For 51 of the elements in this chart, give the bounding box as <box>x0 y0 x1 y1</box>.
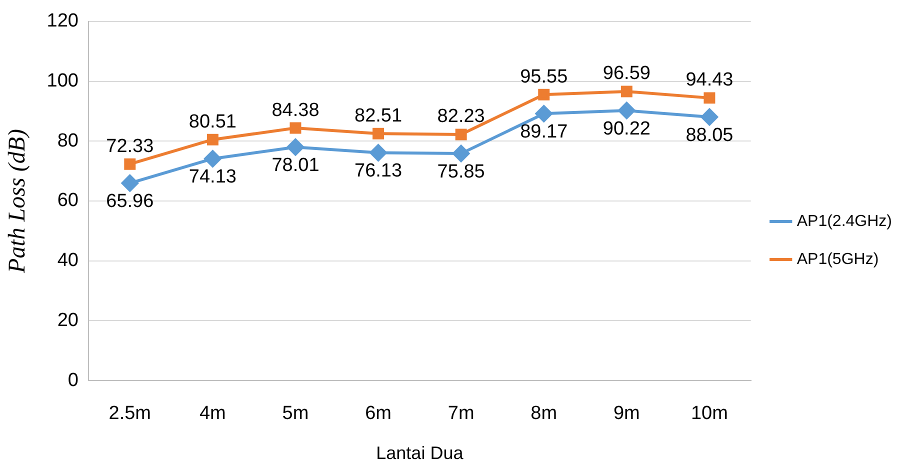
data-label: 84.38 <box>272 100 320 121</box>
data-label: 80.51 <box>188 111 236 132</box>
y-tick-label: 20 <box>57 310 78 331</box>
y-tick-label: 40 <box>57 250 78 272</box>
data-label: 94.43 <box>686 70 734 91</box>
point <box>620 86 632 98</box>
point <box>124 158 136 170</box>
point <box>372 128 384 140</box>
data-label: 78.01 <box>272 154 320 176</box>
y-axis-title: Path Loss (dB) <box>4 128 31 274</box>
data-label: 75.85 <box>437 161 485 182</box>
x-tick-label: 9m <box>613 403 640 424</box>
point <box>452 145 470 162</box>
x-tick-label: 4m <box>199 403 226 424</box>
point <box>121 174 138 192</box>
x-tick-label: 2.5m <box>108 403 152 424</box>
point <box>290 122 302 134</box>
y-tick-label: 100 <box>46 70 78 92</box>
data-label: 65.96 <box>106 190 154 212</box>
y-tick-label: 0 <box>68 370 78 391</box>
point <box>370 144 387 162</box>
data-label: 82.51 <box>354 105 402 126</box>
point <box>700 108 718 126</box>
x-tick-label: 10m <box>690 403 728 424</box>
data-label: 95.55 <box>520 66 568 88</box>
x-axis-title: Lantai Dua <box>376 443 464 464</box>
y-tick-label: 60 <box>57 190 78 212</box>
data-label: 74.13 <box>188 166 236 188</box>
data-label: 89.17 <box>520 121 568 142</box>
y-tick-label: 80 <box>57 130 78 152</box>
x-tick-label: 7m <box>448 403 474 424</box>
data-label: 76.13 <box>354 160 402 182</box>
data-label: 88.05 <box>686 124 734 146</box>
point <box>535 105 552 122</box>
point <box>618 102 636 120</box>
data-label: 82.23 <box>437 106 485 128</box>
y-tick-label: 120 <box>46 10 78 32</box>
x-tick-label: 8m <box>530 403 558 424</box>
x-tick-label: 6m <box>365 403 392 424</box>
x-tick-label: 5m <box>282 403 309 424</box>
point <box>538 88 550 100</box>
point <box>704 92 716 104</box>
data-label: 72.33 <box>106 136 154 157</box>
data-label: 90.22 <box>602 118 650 140</box>
legend-label: AP1(2.4GHz) <box>796 212 892 230</box>
point <box>204 150 222 168</box>
point <box>455 128 467 140</box>
legend-label: AP1(5GHz) <box>796 250 879 268</box>
point <box>286 138 304 156</box>
data-label: 96.59 <box>602 63 650 84</box>
point <box>206 134 218 146</box>
